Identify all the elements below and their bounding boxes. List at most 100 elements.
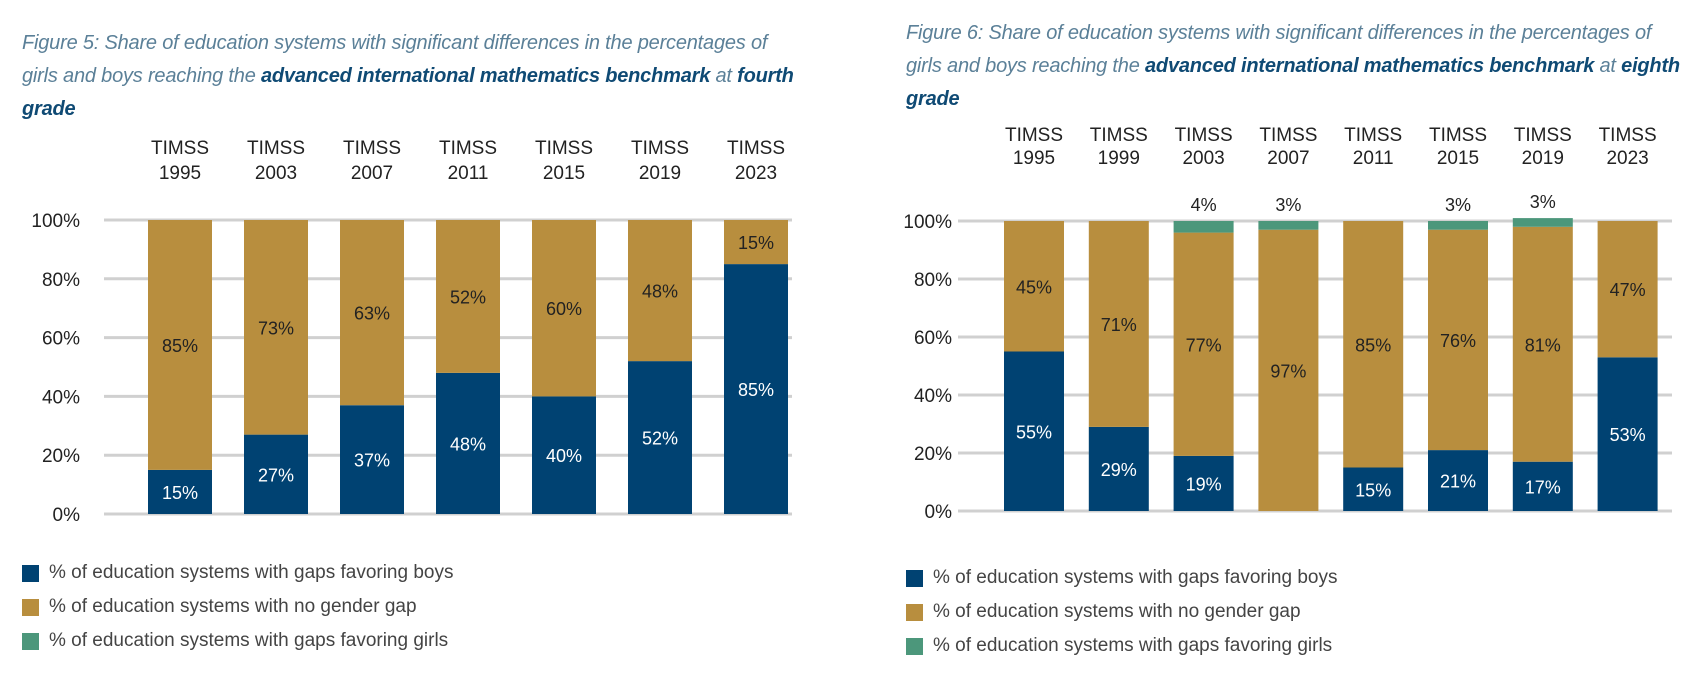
bar-boys [1597,357,1658,511]
bar-no-gap [436,220,500,373]
bar-no-gap [340,220,404,406]
x-category-label: 2007 [1267,148,1309,169]
y-tick-label: 100% [31,211,80,232]
x-category-label: TIMSS [343,138,401,159]
bar-no-gap [628,220,692,362]
data-label: 17% [1525,477,1561,497]
x-category-label: 2023 [1606,148,1648,169]
x-category-label: 2011 [448,163,489,184]
data-label: 97% [1270,361,1306,381]
y-tick-label: 40% [914,386,952,407]
data-label: 40% [546,446,582,466]
data-label: 19% [1186,474,1222,494]
legend-item-no-gap: % of education systems with no gender ga… [22,590,453,624]
x-category-label: 2003 [255,163,297,184]
data-label: 60% [546,299,582,319]
y-tick-label: 0% [925,502,953,523]
title-bold: fourth grade [22,65,794,120]
legend-item-girls: % of education systems with gaps favorin… [906,629,1337,663]
x-category-label: 1999 [1098,148,1140,169]
bar-boys [340,405,404,514]
bar-girls [1512,218,1573,227]
x-category-label: 2003 [1182,148,1224,169]
x-category-label: TIMSS [1175,125,1233,146]
x-category-label: 1995 [1013,148,1055,169]
data-label: 48% [642,282,678,302]
data-label: 48% [450,434,486,454]
x-category-label: TIMSS [535,138,593,159]
bar-boys [1428,450,1488,511]
y-tick-label: 20% [42,446,80,467]
x-category-label: 1995 [159,163,201,184]
y-tick-label: 100% [903,212,952,233]
x-category-label: 2015 [1437,148,1479,169]
data-label: 37% [354,451,390,471]
x-category-label: TIMSS [1090,125,1148,146]
title-bold: eighth grade [906,55,1680,110]
data-label: 4% [1191,195,1217,215]
y-tick-label: 60% [42,329,80,350]
bar-no-gap [1428,229,1488,451]
bar-girls [1428,221,1488,230]
bar-girls [1173,221,1234,233]
bar-boys [1512,461,1573,511]
legend-swatch-girls [22,632,39,650]
data-label: 15% [738,233,774,253]
x-category-label: 2019 [1522,148,1564,169]
data-label: 55% [1016,422,1052,442]
bar-no-gap [1088,221,1149,427]
bar-boys [244,434,308,514]
data-label: 27% [258,465,294,485]
data-label: 15% [162,483,198,503]
legend-label: % of education systems with gaps favorin… [49,630,449,651]
data-label: 3% [1445,195,1471,215]
legend-item-boys: % of education systems with gaps favorin… [906,561,1337,595]
y-tick-label: 20% [914,444,952,465]
x-category-label: TIMSS [631,138,689,159]
bar-boys [1343,467,1404,511]
title-text: Figure 5: Share of education systems wit… [22,32,768,87]
data-label: 52% [450,287,486,307]
x-category-label: TIMSS [1259,125,1317,146]
legend-label: % of education systems with gaps favorin… [933,635,1333,656]
title-text: at [710,65,738,87]
title-bold: advanced international mathematics bench… [261,65,711,87]
title-bold: advanced international mathematics bench… [1145,55,1595,77]
x-category-label: 2019 [639,163,681,184]
legend-swatch-boys [906,569,923,587]
bar-boys [148,469,212,514]
legend-item-boys: % of education systems with gaps favorin… [22,556,453,590]
data-label: 73% [258,318,294,338]
bar-boys [532,396,596,514]
x-category-label: TIMSS [1599,125,1657,146]
bar-no-gap [1173,232,1234,456]
data-label: 53% [1610,425,1646,445]
x-category-label: 2011 [1353,148,1394,169]
bar-boys [1173,455,1234,511]
data-label: 15% [1355,480,1391,500]
figure-5-legend: % of education systems with gaps favorin… [22,556,453,658]
data-label: 81% [1525,335,1561,355]
data-label: 71% [1101,315,1137,335]
data-label: 21% [1440,472,1476,492]
figure-6-legend: % of education systems with gaps favorin… [906,561,1337,663]
data-label: 77% [1186,335,1222,355]
x-category-label: TIMSS [151,138,209,159]
x-category-label: 2015 [543,163,585,184]
y-tick-label: 0% [53,505,81,526]
legend-label: % of education systems with gaps favorin… [933,567,1338,588]
bar-no-gap [148,220,212,470]
figure-5-title: Figure 5: Share of education systems wit… [22,27,802,126]
bar-boys [1088,426,1149,511]
data-label: 3% [1530,192,1556,212]
data-label: 45% [1016,277,1052,297]
legend-item-no-gap: % of education systems with no gender ga… [906,595,1337,629]
legend-swatch-no-gap [22,598,39,616]
title-text: at [1594,55,1622,77]
bar-boys [436,372,500,514]
x-category-label: TIMSS [727,138,785,159]
data-label: 3% [1275,195,1301,215]
bar-boys [724,264,788,514]
x-category-label: TIMSS [1344,125,1402,146]
